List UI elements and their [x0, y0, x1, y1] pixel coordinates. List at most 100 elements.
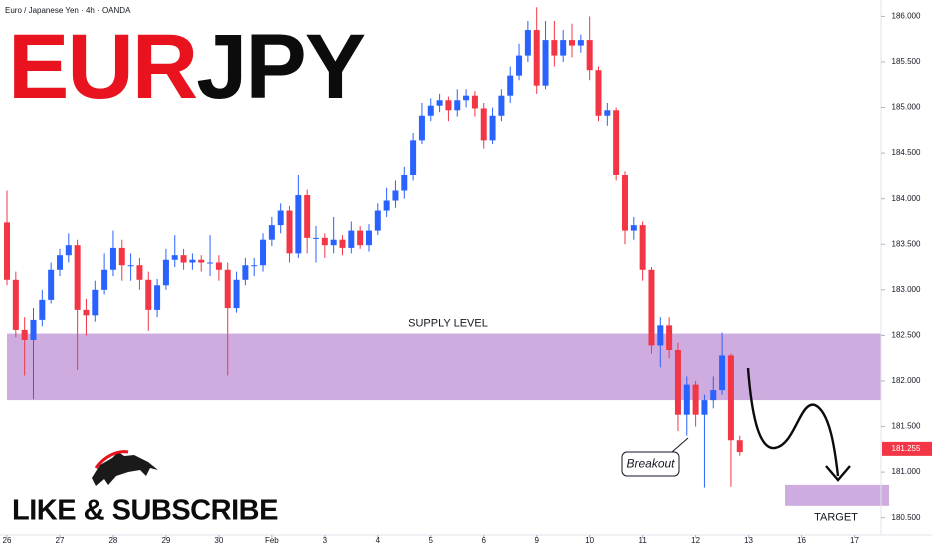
candle-body	[445, 100, 452, 111]
candle-body	[189, 259, 196, 263]
candle-body	[498, 95, 505, 116]
zones: SUPPLY LEVEL TARGET	[7, 317, 889, 524]
candle-body	[330, 239, 337, 246]
candle-body	[321, 237, 328, 246]
callout-pointer	[671, 437, 689, 453]
x-tick-label: 30	[214, 536, 223, 545]
candle-body	[657, 325, 664, 346]
candles	[4, 7, 743, 488]
candle-body	[251, 265, 258, 267]
x-tick-label: 5	[429, 536, 434, 545]
candle-body	[489, 115, 496, 141]
candle-body	[21, 329, 28, 340]
last-price-box	[882, 441, 932, 456]
candle-body	[586, 40, 593, 71]
candle-body	[577, 40, 584, 46]
candle-body	[242, 265, 249, 280]
candle-body	[719, 355, 726, 391]
candle-body	[162, 259, 169, 286]
arrow-head	[825, 465, 851, 482]
y-tick-label: 183.000	[892, 285, 921, 294]
x-tick-label: 3	[323, 536, 328, 545]
candle-body	[56, 255, 63, 270]
candle-body	[154, 285, 161, 310]
candle-body	[701, 400, 708, 415]
candle-body	[516, 55, 523, 76]
x-tick-label: 4	[376, 536, 381, 545]
candle-body	[542, 40, 549, 86]
headline: EURJPY	[8, 16, 365, 118]
x-tick-label: 29	[161, 536, 170, 545]
x-tick-label: 17	[850, 536, 859, 545]
target-zone	[785, 484, 889, 506]
candle-body	[674, 349, 681, 415]
supply-zone-label: SUPPLY LEVEL	[408, 317, 488, 329]
candle-body	[304, 195, 311, 238]
candle-body	[233, 279, 240, 309]
candle-body	[207, 262, 214, 264]
y-tick-label: 183.500	[892, 239, 921, 248]
candle-body	[83, 309, 90, 316]
candle-body	[30, 319, 37, 340]
candle-body	[666, 325, 673, 350]
projection-arrow	[746, 367, 840, 477]
x-tick-label: 13	[744, 536, 753, 545]
candle-body	[4, 222, 11, 280]
candle-body	[595, 70, 602, 116]
candle-body	[604, 110, 611, 116]
candle-body	[710, 390, 717, 401]
candle-body	[401, 174, 408, 191]
candle-body	[427, 105, 434, 116]
x-tick-label: 16	[797, 536, 806, 545]
candle-body	[648, 269, 655, 346]
x-tick-label: 12	[691, 536, 700, 545]
callout-box	[621, 451, 680, 477]
candle-body	[145, 279, 152, 310]
supply-zone	[7, 333, 881, 401]
candle-body	[463, 95, 470, 101]
candle-body	[365, 230, 372, 246]
candle-body	[383, 200, 390, 211]
candle-body	[621, 174, 628, 231]
candle-body	[180, 255, 187, 263]
candle-body	[65, 245, 72, 256]
candle-body	[569, 40, 576, 46]
y-tick-label: 180.500	[892, 513, 921, 522]
candle-body	[339, 239, 346, 248]
x-tick-label: 10	[585, 536, 594, 545]
axes: 180.500 181.000 181.500 182.000 182.500 183.0…	[3, 12, 932, 545]
y-tick-label: 185.000	[892, 103, 921, 112]
candle-body	[48, 269, 55, 300]
candle-body	[277, 210, 284, 226]
bull-logo	[92, 452, 158, 486]
candle-body	[736, 440, 743, 453]
headline-black: JPY	[196, 16, 365, 118]
candle-body	[74, 245, 81, 310]
x-tick-label: 26	[3, 536, 12, 545]
candle-body	[560, 40, 567, 56]
candle-body	[286, 210, 293, 254]
candle-body	[171, 255, 178, 260]
candle-body	[551, 40, 558, 56]
candle-body	[454, 100, 461, 111]
x-tick-label: 9	[534, 536, 539, 545]
candle-body	[613, 110, 620, 175]
candle-body	[92, 289, 99, 316]
candle-body	[507, 75, 514, 96]
candle-body	[295, 195, 302, 254]
y-tick-label: 182.000	[892, 376, 921, 385]
x-tick-label: 6	[482, 536, 487, 545]
candle-body	[215, 262, 222, 270]
candle-body	[127, 265, 134, 267]
x-tick-label: 27	[56, 536, 65, 545]
candle-body	[639, 225, 646, 270]
x-tick-label: Feb	[265, 536, 279, 545]
candle-body	[260, 239, 267, 266]
candle-body	[312, 237, 320, 239]
candle-body	[533, 30, 540, 86]
candle-body	[418, 115, 425, 141]
candle-body	[118, 247, 125, 266]
y-tick-label: 182.500	[892, 331, 921, 340]
